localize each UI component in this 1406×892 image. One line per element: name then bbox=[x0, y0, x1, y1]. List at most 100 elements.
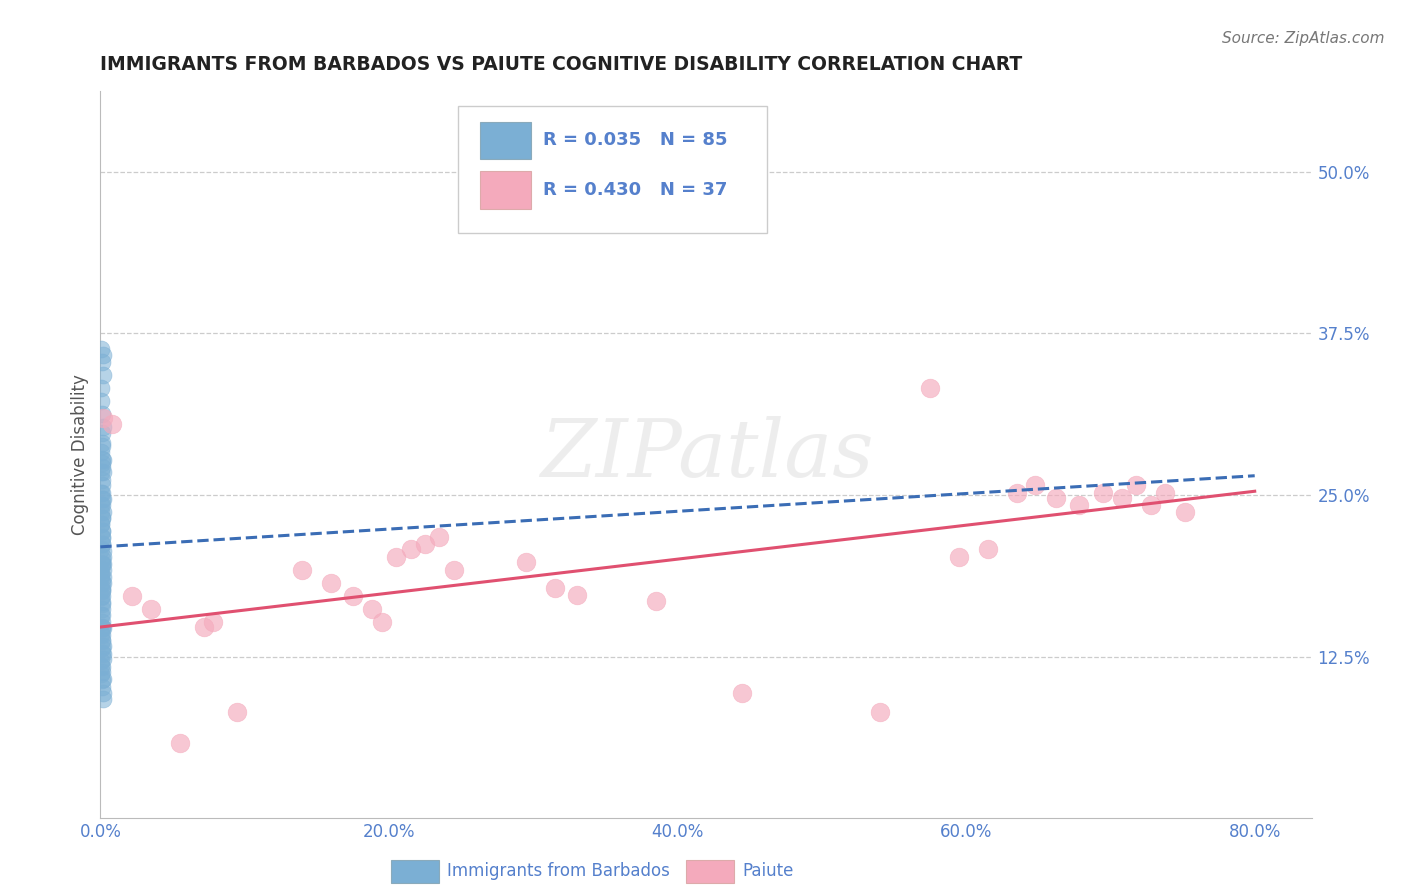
Text: Source: ZipAtlas.com: Source: ZipAtlas.com bbox=[1222, 31, 1385, 46]
Point bbox=[91, 576, 114, 591]
Point bbox=[1111, 491, 1133, 505]
Point bbox=[91, 597, 114, 611]
Point bbox=[90, 595, 112, 609]
Point bbox=[90, 436, 112, 450]
Point bbox=[1174, 505, 1197, 519]
Point bbox=[90, 591, 112, 605]
Point bbox=[91, 608, 114, 623]
Point bbox=[91, 529, 114, 543]
Point bbox=[91, 453, 114, 467]
Point bbox=[90, 626, 112, 640]
Point bbox=[91, 640, 114, 655]
Point bbox=[91, 407, 114, 421]
Point bbox=[544, 581, 567, 595]
Point bbox=[1154, 485, 1177, 500]
Point bbox=[90, 381, 112, 395]
Point bbox=[91, 537, 114, 551]
Point bbox=[1140, 499, 1163, 513]
Point bbox=[731, 686, 754, 700]
Point bbox=[90, 569, 112, 583]
Point bbox=[91, 574, 114, 589]
Point bbox=[91, 632, 114, 647]
Point bbox=[977, 542, 1000, 557]
Point bbox=[90, 542, 112, 557]
Point bbox=[91, 419, 114, 434]
Point bbox=[91, 615, 114, 629]
Point bbox=[91, 647, 114, 661]
Point bbox=[90, 673, 112, 687]
Point bbox=[90, 621, 112, 635]
Point bbox=[169, 736, 191, 750]
Point bbox=[91, 634, 114, 648]
Point bbox=[91, 665, 114, 680]
Point bbox=[101, 417, 124, 431]
Point bbox=[91, 355, 114, 369]
Point bbox=[91, 582, 114, 597]
Point bbox=[90, 583, 112, 598]
Point bbox=[91, 557, 114, 571]
Point bbox=[91, 465, 114, 479]
Point bbox=[90, 628, 112, 642]
Point bbox=[90, 666, 112, 681]
Point bbox=[91, 672, 114, 686]
Text: ZIPatlas: ZIPatlas bbox=[540, 416, 873, 493]
Point bbox=[869, 706, 891, 720]
Point bbox=[90, 516, 112, 531]
Point bbox=[429, 529, 451, 543]
Point bbox=[90, 499, 112, 513]
Point bbox=[91, 550, 114, 565]
Point bbox=[90, 451, 112, 466]
Y-axis label: Cognitive Disability: Cognitive Disability bbox=[72, 375, 89, 535]
Point bbox=[91, 680, 114, 694]
Point bbox=[90, 473, 112, 487]
Point bbox=[91, 640, 114, 654]
Point bbox=[565, 588, 588, 602]
Point bbox=[226, 706, 249, 720]
Point bbox=[91, 348, 114, 362]
Point bbox=[91, 621, 114, 635]
Point bbox=[1092, 485, 1115, 500]
Point bbox=[121, 589, 143, 603]
Point bbox=[193, 620, 215, 634]
Point bbox=[948, 550, 970, 565]
Point bbox=[1067, 499, 1090, 513]
Point bbox=[91, 499, 114, 513]
Point bbox=[385, 550, 408, 565]
Point bbox=[644, 594, 666, 608]
Point bbox=[91, 581, 114, 595]
Point bbox=[1045, 491, 1067, 505]
Point bbox=[90, 511, 112, 525]
Point bbox=[90, 524, 112, 539]
Point bbox=[321, 576, 343, 591]
Point bbox=[91, 459, 114, 474]
Point bbox=[90, 485, 112, 500]
Point bbox=[139, 602, 162, 616]
Point bbox=[91, 569, 114, 583]
Point bbox=[91, 425, 114, 440]
Point bbox=[90, 537, 112, 551]
Point bbox=[91, 652, 114, 666]
Point bbox=[1005, 485, 1028, 500]
Point bbox=[91, 557, 114, 571]
Point bbox=[91, 410, 114, 425]
Point bbox=[342, 589, 364, 603]
Point bbox=[90, 505, 112, 519]
Text: R = 0.035   N = 85: R = 0.035 N = 85 bbox=[543, 131, 727, 150]
Point bbox=[90, 563, 112, 577]
Point bbox=[90, 477, 112, 491]
Point bbox=[90, 531, 112, 545]
Point bbox=[90, 342, 112, 356]
Point bbox=[91, 505, 114, 519]
Point bbox=[443, 563, 465, 577]
FancyBboxPatch shape bbox=[458, 105, 768, 233]
Point bbox=[91, 692, 114, 706]
Point bbox=[90, 660, 112, 674]
Point bbox=[90, 658, 112, 673]
Point bbox=[91, 543, 114, 558]
Point bbox=[91, 368, 114, 382]
Point bbox=[413, 537, 436, 551]
Point bbox=[1024, 477, 1046, 491]
Text: R = 0.430   N = 37: R = 0.430 N = 37 bbox=[543, 181, 727, 199]
Point bbox=[90, 646, 112, 660]
Point bbox=[90, 516, 112, 531]
